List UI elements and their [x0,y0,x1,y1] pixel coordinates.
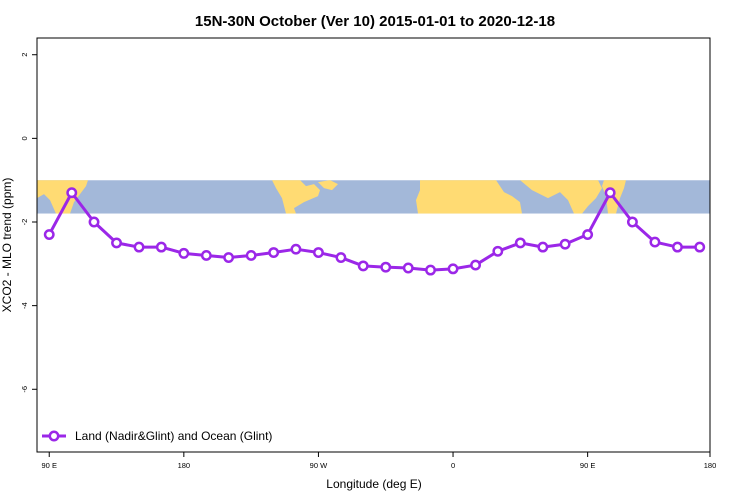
land-shape [318,180,338,191]
data-point [268,247,280,258]
y-axis-label: XCO2 - MLO trend (ppm) [0,178,14,313]
data-point [155,241,167,253]
data-point [694,241,706,253]
data-point [380,261,392,273]
x-tick-label: 90 W [310,461,328,470]
data-point [111,237,122,249]
legend-label: Land (Nadir&Glint) and Ocean (Glint) [75,429,272,443]
y-tick-label: -2 [20,219,29,226]
x-tick-label: 0 [451,461,455,470]
data-point [537,241,549,253]
x-tick-label: 90 E [42,461,57,470]
data-point [312,247,324,258]
land-shape [272,180,320,214]
data-point [447,263,459,275]
data-point [66,187,78,199]
data-point [178,247,190,259]
land-shape [520,180,602,214]
data-point [559,238,571,250]
data-point [402,262,414,274]
y-axis: 2 0 -2 -4 -6 [20,53,37,393]
y-tick-label: 2 [20,53,29,57]
data-point [133,241,145,253]
data-point [357,260,369,272]
data-point [245,250,257,261]
x-tick-label: 180 [704,461,717,470]
data-point [649,236,661,248]
x-tick-label: 180 [178,461,191,470]
legend-marker [48,430,60,442]
data-point [335,252,347,263]
data-point [626,216,638,228]
legend: Land (Nadir&Glint) and Ocean (Glint) [42,429,272,443]
plot-area-frame [36,37,711,453]
data-point [514,237,526,249]
series-layer [43,187,706,276]
land-shape [37,180,88,214]
data-point [582,229,594,240]
data-point [425,264,436,276]
data-point [672,241,683,253]
data-point [290,243,302,255]
data-point [200,250,212,261]
x-axis-label: Longitude (deg E) [326,477,421,491]
y-tick-label: 0 [20,136,29,140]
land-shape [416,180,522,214]
data-point [43,229,55,240]
world-map-band [37,180,710,214]
x-tick-label: 90 E [580,461,595,470]
data-point [223,252,235,263]
y-tick-label: -4 [20,302,29,309]
data-point [88,216,100,228]
data-point [604,187,616,199]
chart-title: 15N-30N October (Ver 10) 2015-01-01 to 2… [195,13,555,30]
y-tick-label: -6 [20,386,29,393]
data-point [470,259,482,271]
x-axis: 90 E 180 90 W 0 90 E 180 [42,452,717,470]
data-point [492,245,504,257]
